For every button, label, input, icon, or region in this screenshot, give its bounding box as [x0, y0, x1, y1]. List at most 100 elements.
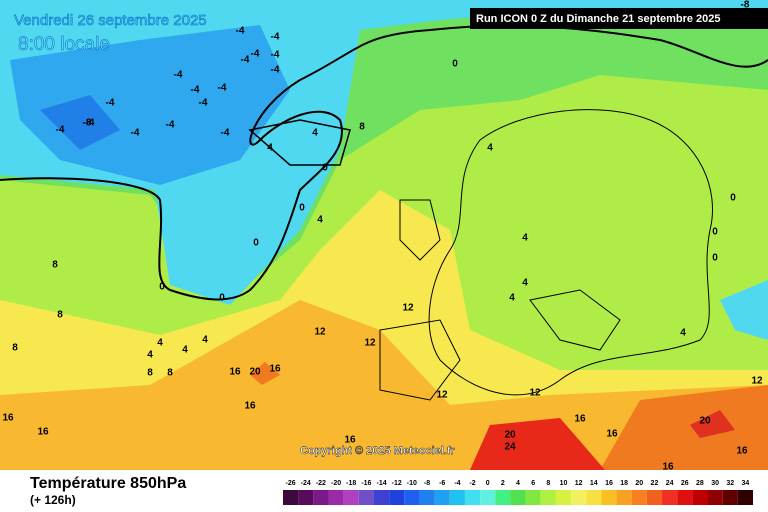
contour-label: -4: [166, 120, 175, 131]
legend-label: 2: [501, 480, 505, 487]
legend-label: 16: [605, 480, 613, 487]
legend-swatch: [298, 490, 314, 505]
contour-label: -8: [83, 118, 92, 129]
contour-label: 4: [680, 328, 686, 339]
legend-swatch: [616, 490, 632, 505]
lead-time: (+ 126h): [30, 493, 76, 507]
legend-label: 12: [575, 480, 583, 487]
legend-swatch: [389, 490, 405, 505]
borders: [379, 109, 713, 401]
contour-label: -4: [241, 55, 250, 66]
contour-label: 0: [322, 163, 328, 174]
map-field: [0, 0, 768, 470]
run-box: [470, 8, 768, 29]
contour-label: 0: [159, 282, 165, 293]
contour-label: -4: [271, 65, 280, 76]
contour-label: -4: [86, 118, 95, 129]
legend-swatch: [737, 490, 753, 505]
contour-label: 8: [52, 260, 58, 271]
legend-swatch: [571, 490, 587, 505]
contour-label: 12: [402, 303, 414, 314]
contour-label: 20: [699, 416, 711, 427]
contour-label: 0: [730, 193, 736, 204]
contour-label: 12: [364, 338, 376, 349]
legend-swatch: [540, 490, 556, 505]
contour-label: 0: [712, 253, 718, 264]
contour-label: 24: [504, 442, 516, 453]
legend-label: 4: [516, 480, 520, 487]
contour-label: -4: [271, 50, 280, 61]
contour-label: -4: [199, 98, 208, 109]
legend-swatch: [480, 490, 496, 505]
contour-label: 4: [317, 215, 323, 226]
contour-label: 12: [529, 388, 541, 399]
legend-swatch: [677, 490, 693, 505]
contour-label: 20: [504, 430, 516, 441]
contour-label: 12: [751, 376, 763, 387]
legend-swatch: [328, 490, 344, 505]
legend-swatch: [343, 490, 359, 505]
contour-label: -4: [236, 26, 245, 37]
legend-label: -16: [361, 480, 371, 487]
contour-label: 4: [522, 278, 528, 289]
contour-label: 12: [436, 390, 448, 401]
legend-label: -2: [469, 480, 475, 487]
contour-label: 4: [147, 350, 153, 361]
contour-label: -4: [218, 83, 227, 94]
contour-label: -8: [741, 0, 750, 11]
contour-label: 16: [37, 427, 49, 438]
legend-label: 18: [620, 480, 628, 487]
legend-label: -4: [454, 480, 460, 487]
legend-swatch: [419, 490, 435, 505]
contour-label: 8: [12, 343, 18, 354]
legend-swatch: [495, 490, 511, 505]
legend-swatch: [555, 490, 572, 505]
contour-label: 8: [147, 368, 153, 379]
contour-label: 0: [452, 59, 458, 70]
legend-swatch: [283, 490, 299, 505]
legend-label: 30: [711, 480, 719, 487]
legend-label: 34: [742, 480, 750, 487]
legend-swatch: [707, 490, 723, 505]
legend-label: 22: [651, 480, 659, 487]
legend-label: -26: [286, 480, 296, 487]
contour-label: 16: [229, 367, 241, 378]
contour-label: -4: [221, 128, 230, 139]
copyright: Copyright © 2025 Meteociel.fr: [300, 445, 456, 457]
legend-swatch: [404, 490, 420, 505]
contour-label: -4: [56, 125, 65, 136]
legend-swatch: [586, 490, 602, 505]
legend-label: -8: [424, 480, 430, 487]
legend-label: -20: [331, 480, 341, 487]
contour-label: -4: [251, 49, 260, 60]
contour-label: 0: [219, 293, 225, 304]
contour-label: 4: [312, 128, 318, 139]
legend-label: 32: [726, 480, 734, 487]
contour-label: 0: [299, 203, 305, 214]
legend-label: 0: [486, 480, 490, 487]
contour-label: 16: [2, 413, 14, 424]
legend-label: -14: [376, 480, 386, 487]
contour-label: 0: [253, 238, 259, 249]
legend-label: -12: [392, 480, 402, 487]
forecast-time: 8:00 locale: [18, 34, 110, 55]
legend-label: 8: [546, 480, 550, 487]
contour-label: 16: [574, 414, 586, 425]
contour-label: 0: [712, 227, 718, 238]
contour-label: 4: [182, 345, 188, 356]
legend-label: 24: [666, 480, 674, 487]
contour-label: 16: [606, 429, 618, 440]
contour-label: 16: [344, 435, 356, 446]
contour-label: 16: [736, 446, 748, 457]
legend-swatch: [373, 490, 390, 505]
legend-label: 28: [696, 480, 704, 487]
legend-label: -18: [346, 480, 356, 487]
contour-label: -4: [271, 32, 280, 43]
legend-swatch: [358, 490, 374, 505]
contour-label: 8: [167, 368, 173, 379]
legend-swatch: [662, 490, 678, 505]
legend-swatch: [692, 490, 708, 505]
legend-swatch: [510, 490, 526, 505]
contour-label: 16: [662, 462, 674, 473]
